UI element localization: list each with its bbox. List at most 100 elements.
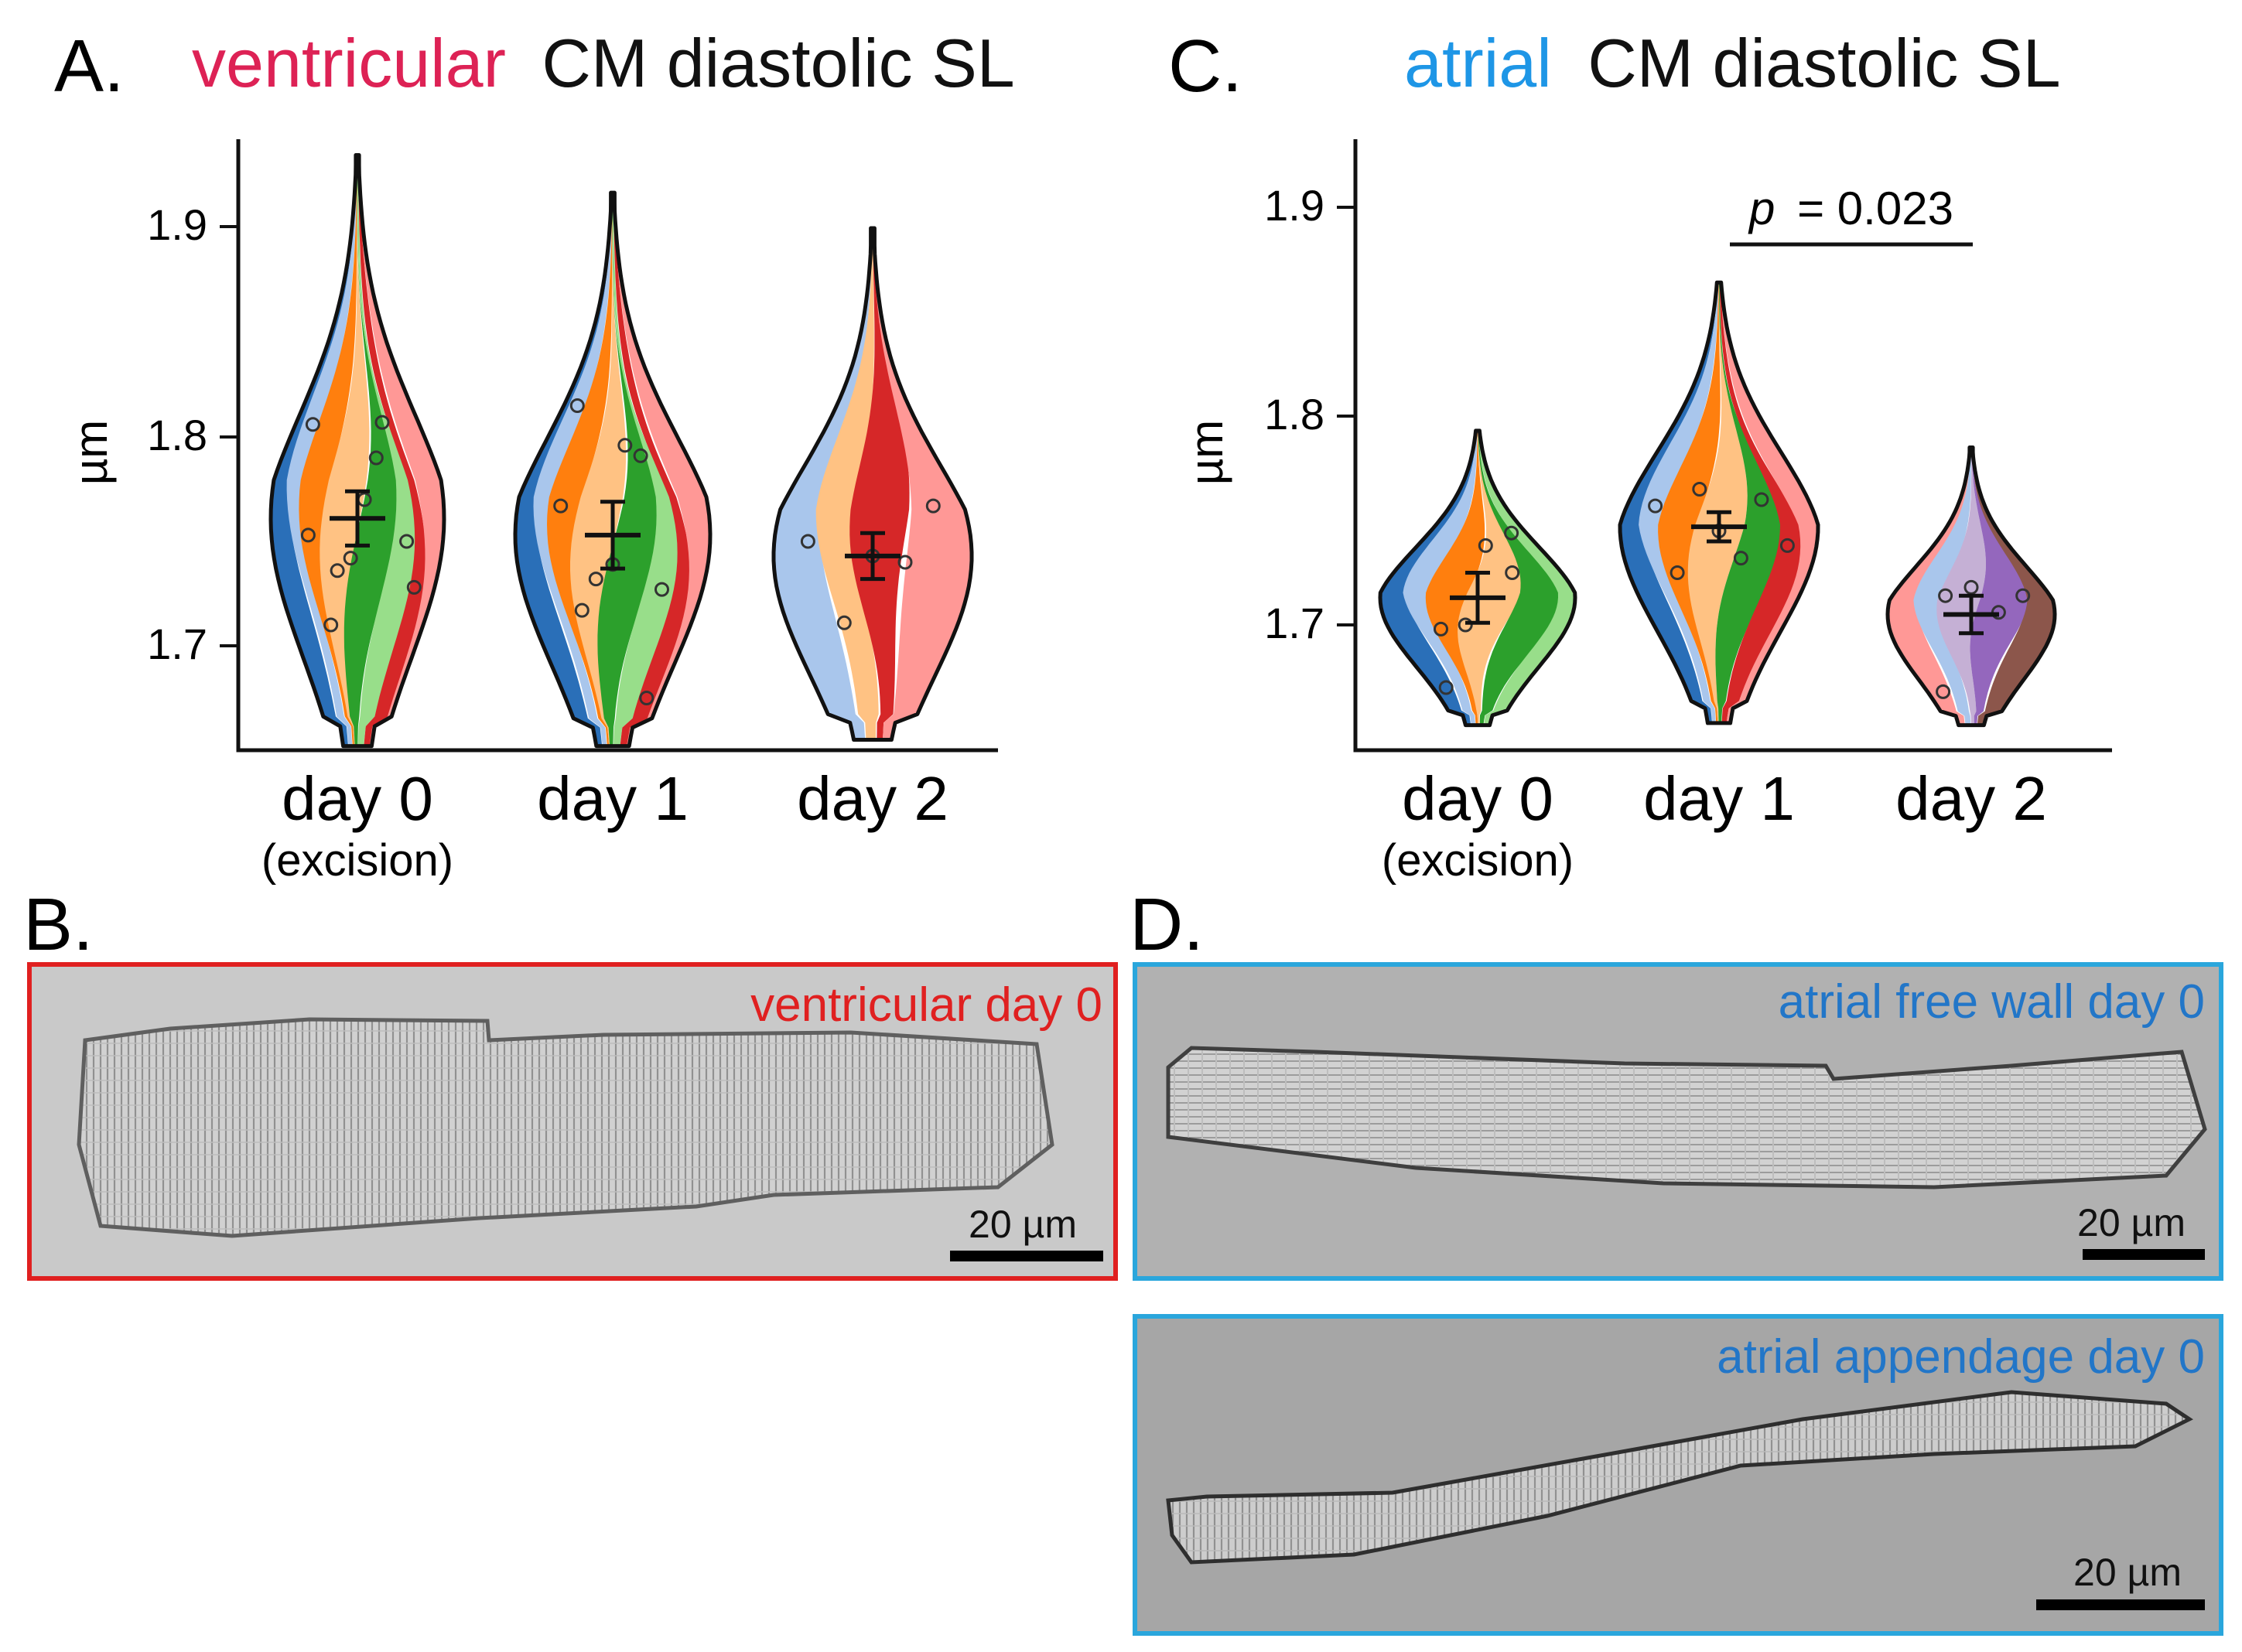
ventricular-cell: [77, 1017, 1054, 1238]
panel-a-violin-1-band-6: [613, 193, 691, 746]
panel-c-violin-0-band-2: [1425, 430, 1485, 725]
panel-c-yticks: 1.9 1.8 1.7: [1264, 181, 1355, 647]
panel-a-point-1-5: [617, 438, 633, 453]
panel-c-point-1-1: [1670, 565, 1685, 580]
panel-c-point-1-0: [1648, 498, 1663, 514]
panel-a-ytick-label-1-9: 1.9: [147, 200, 207, 249]
panel-a-violin-0-outline: [268, 153, 446, 749]
panel-c-violin-1-band-3: [1687, 282, 1748, 723]
panel-a-cat-sublabel-day0: (excision): [261, 835, 453, 886]
panel-c-title-colored: atrial: [1404, 25, 1552, 101]
panel-a-ytick-label-1-7: 1.7: [147, 620, 207, 668]
panel-a-point-1-7: [654, 582, 669, 597]
panel-a-violins: [268, 153, 974, 749]
panel-a-violin-1-band-1: [533, 193, 613, 746]
panel-a-point-1-2: [574, 602, 590, 618]
panel-a-point-2-3: [897, 555, 913, 570]
panel-a-point-2-1: [836, 615, 852, 630]
panel-a-title: ventricular CM diastolic SL: [192, 25, 1015, 101]
panel-c-violin-0-outline: [1378, 428, 1577, 728]
panel-a-violin-2: [771, 226, 974, 742]
panel-a-violin-0-band-0: [271, 155, 357, 746]
panel-a-point-0-3: [330, 563, 345, 579]
panel-a-violin-2-band-3: [873, 228, 972, 740]
panel-c-ytick-label-1-9: 1.9: [1264, 181, 1324, 230]
panel-a-axes: [236, 139, 998, 753]
panel-a-violin-1-band-0: [515, 193, 612, 746]
panel-c-violin-2: [1885, 445, 2057, 728]
panel-a-point-0-2: [323, 617, 339, 633]
scale-bar-d-top: [2083, 1249, 2205, 1260]
panel-c-point-0-0: [1438, 680, 1454, 695]
panel-a-violin-0-band-7: [358, 155, 444, 746]
panel-c-violin-0-band-3: [1458, 430, 1523, 725]
panel-a-point-1-6: [633, 448, 648, 463]
panel-a-point-0-8: [399, 534, 415, 549]
panel-a-violin-0-band-6: [357, 155, 426, 746]
panel-c-axes: [1353, 139, 2112, 753]
panel-c-point-0-2: [1458, 617, 1473, 633]
panel-c-ytick-label-1-7: 1.7: [1264, 599, 1324, 647]
panel-c-violin-1-band-0: [1620, 282, 1718, 723]
panel-c-ylabel: µm: [1181, 420, 1232, 486]
panel-c-point-2-4: [2015, 588, 2031, 603]
panel-a-title-colored: ventricular: [192, 25, 506, 101]
panel-c-point-1-2: [1692, 482, 1707, 497]
panel-letter-b: B.: [23, 883, 94, 966]
panel-c-violin-1-outline: [1618, 280, 1820, 725]
panel-c-point-0-1: [1434, 621, 1448, 637]
scale-bar-d-bottom: [2036, 1599, 2205, 1610]
panel-a-violin-2-outline: [771, 226, 974, 742]
panel-a-ylabel: µm: [65, 420, 117, 486]
significance-label: p = 0.023: [1748, 183, 1953, 234]
panel-c-point-2-1: [1938, 588, 1953, 603]
panel-c-cat-label-day0: day 0: [1402, 764, 1553, 833]
panel-c-violins: [1378, 280, 2057, 728]
panel-a-violin-2-band-2: [849, 228, 910, 740]
panel-c-point-1-5: [1754, 492, 1769, 507]
panel-c-point-2-0: [1936, 684, 1951, 699]
panel-a-point-0-7: [374, 415, 390, 430]
panel-c-point-1-6: [1779, 538, 1795, 553]
panel-c-violin-2-band-4: [1972, 447, 2055, 725]
micrograph-label-atrial-free-wall: atrial free wall day 0: [1779, 975, 2205, 1029]
panel-c-point-0-5: [1504, 525, 1519, 541]
panel-a-point-0-1: [300, 527, 316, 543]
panel-letter-c: C.: [1168, 25, 1242, 108]
panel-c: C. atrial CM diastolic SL µm 1.9 1.8 1.7…: [1168, 25, 2112, 886]
panel-c-violin-0-band-4: [1478, 430, 1562, 725]
panel-a-point-0-4: [343, 551, 358, 566]
panel-b: B. ventricular day 0 20 µm: [23, 883, 1118, 1281]
panel-a-point-1-0: [569, 398, 585, 413]
panel-a-title-rest: CM diastolic SL: [542, 25, 1014, 101]
panel-c-title-rest: CM diastolic SL: [1588, 25, 2060, 101]
panel-a-cat-label-day1: day 1: [537, 764, 689, 833]
panel-a-point-2-4: [925, 498, 941, 514]
panel-c-title: atrial CM diastolic SL: [1404, 25, 2061, 101]
panel-a-violin-0-band-2: [299, 155, 357, 746]
panel-a-yticks: 1.9 1.8 1.7: [147, 200, 238, 668]
panel-c-point-1-4: [1733, 551, 1748, 566]
panel-d: D. atrial free wall day 0 20 µm atrial a…: [1130, 883, 2223, 1636]
panel-a-violin-1-band-7: [614, 193, 710, 746]
panel-a-violin-1: [513, 190, 713, 749]
panel-a-violin-1-band-2: [547, 193, 613, 746]
panel-c-cat-sublabel-day0: (excision): [1382, 835, 1574, 886]
panel-a-ytick-label-1-8: 1.8: [147, 411, 207, 459]
panel-a-violin-0-band-3: [320, 155, 370, 746]
atrial-free-wall-cell: [1166, 1046, 2207, 1190]
scale-label-d-bottom: 20 µm: [2073, 1551, 2182, 1594]
panel-c-violin-2-band-0: [1888, 447, 1970, 725]
panel-a: A. ventricular CM diastolic SL µm 1.9 1.…: [54, 25, 1015, 886]
micrograph-label-ventricular: ventricular day 0: [750, 978, 1102, 1032]
panel-c-violin-1-band-1: [1639, 282, 1719, 723]
panel-a-violin-0-band-5: [357, 155, 418, 746]
panel-c-violin-1: [1618, 280, 1820, 725]
panel-c-violin-1-band-2: [1658, 282, 1721, 723]
panel-a-violin-1-band-4: [597, 193, 660, 746]
panel-c-violin-0-band-1: [1403, 430, 1478, 725]
panel-a-violin-1-outline: [513, 190, 713, 749]
panel-a-violin-2-band-1: [815, 228, 879, 740]
panel-c-cat-label-day1: day 1: [1643, 764, 1795, 833]
